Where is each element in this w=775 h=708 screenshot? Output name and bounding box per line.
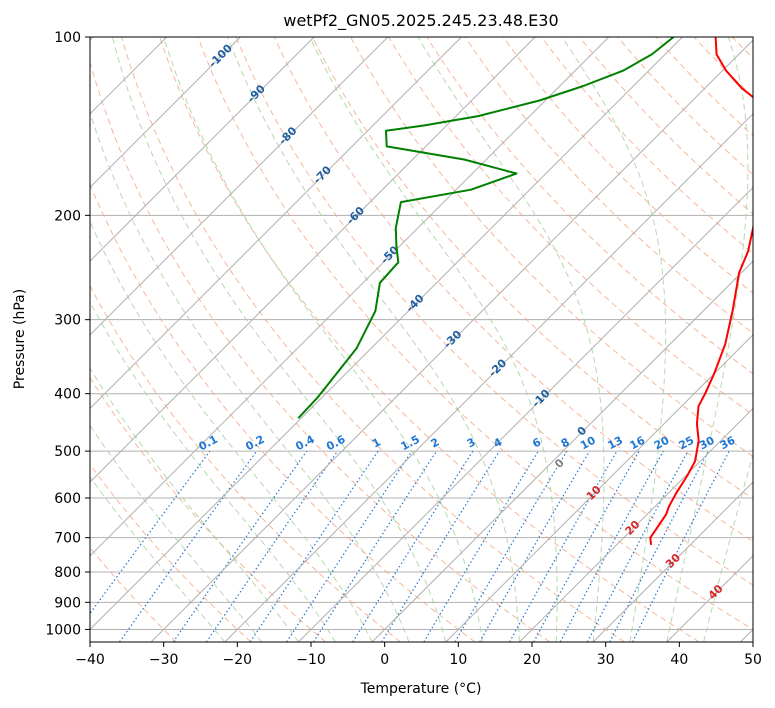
isotherm-line (90, 37, 315, 262)
isotherm-line (592, 481, 753, 642)
mixing-ratio-label: 20 (652, 434, 672, 453)
x-tick-label: −10 (296, 652, 326, 668)
dry-adiabat-line (121, 37, 625, 642)
y-tick-label: 100 (54, 30, 81, 46)
isotherm-line (90, 37, 536, 483)
x-tick-label: −20 (223, 652, 253, 668)
mixing-ratio-label: 10 (578, 434, 598, 453)
y-tick-label: 600 (54, 491, 81, 507)
dewpoint-profile-line (297, 37, 675, 419)
dry-adiabat-line (90, 463, 252, 642)
mixing-ratio-line (559, 450, 664, 642)
x-tick-label: −30 (149, 652, 179, 668)
y-tick-label: 900 (54, 595, 81, 611)
dry-adiabat-line (235, 37, 753, 586)
isotherm-line (519, 407, 753, 642)
mixing-ratio-label: 16 (628, 434, 648, 453)
mixing-ratio-line (533, 450, 640, 642)
moist-adiabat-line (417, 37, 605, 642)
y-tick-label: 1000 (45, 622, 81, 638)
x-tick-label: 10 (449, 652, 467, 668)
y-tick-label: 400 (54, 387, 81, 403)
y-axis-ticks: 100 200 300 400 500 600 700 800 900 1000 (45, 30, 90, 638)
isotherm-line (90, 37, 462, 410)
isotherm-line (90, 37, 610, 557)
dry-adiabat-line (159, 37, 700, 642)
mixing-ratio-line (249, 450, 379, 642)
dry-adiabats (90, 37, 753, 642)
x-axis-ticks: −40 −30 −20 −10 0 10 20 30 40 50 (75, 642, 762, 668)
y-tick-label: 800 (54, 565, 81, 581)
x-tick-label: 20 (523, 652, 541, 668)
moist-adiabat-line (90, 111, 410, 642)
moist-adiabat-line (309, 37, 558, 642)
moist-adiabat-line (112, 37, 447, 642)
isotherm-line (90, 37, 241, 189)
mixing-ratio-line (632, 450, 730, 642)
mixing-ratio-line (90, 450, 211, 615)
isotherm-line (445, 334, 753, 642)
isotherm-line (150, 39, 753, 642)
x-axis-label: Temperature (°C) (360, 681, 482, 697)
dry-adiabat-line (90, 376, 327, 642)
mixing-ratio-line (205, 450, 338, 642)
isotherm-line (298, 186, 753, 642)
isotherm-line (224, 113, 753, 642)
temperature-profile-line (649, 37, 753, 546)
mixing-ratio-line (509, 450, 618, 642)
dry-adiabat-line (90, 60, 551, 642)
y-axis-label: Pressure (hPa) (12, 289, 28, 389)
moist-adiabat-line (90, 301, 336, 642)
chart-title: wetPf2_GN05.2025.245.23.48.E30 (283, 11, 558, 31)
x-tick-label: 0 (380, 652, 389, 668)
mixing-ratio-line (312, 450, 438, 642)
mixing-ratio-label: 30 (697, 434, 717, 453)
y-tick-label: 300 (54, 313, 81, 329)
dry-adiabat-line (311, 37, 753, 500)
x-tick-label: 50 (744, 652, 762, 668)
isotherm-line (90, 37, 389, 336)
profile-series (297, 37, 753, 546)
mixing-ratio-label: 25 (677, 434, 697, 453)
moist-adiabat-line (90, 367, 299, 642)
pressure-grid (90, 37, 753, 630)
mixing-ratio-line (119, 450, 258, 642)
x-tick-label: 30 (597, 652, 615, 668)
moist-adiabat-line (163, 37, 484, 642)
plot-frame (89, 36, 754, 643)
moist-adiabat-line (90, 476, 226, 642)
dry-adiabat-line (197, 37, 753, 630)
x-tick-label: −40 (75, 652, 105, 668)
mixing-ratio-line (172, 450, 308, 642)
dry-adiabat-line (273, 37, 753, 543)
isotherm-line (371, 260, 753, 642)
moist-adiabat-line (90, 424, 262, 642)
y-tick-label: 700 (54, 531, 81, 547)
mixing-ratio-line (352, 450, 474, 642)
isotherms (90, 37, 753, 642)
moist-adiabat-line (703, 452, 753, 642)
moist-adiabat-line (561, 37, 667, 642)
mixing-ratio-label: 36 (718, 433, 738, 452)
y-tick-label: 500 (54, 444, 81, 460)
mixing-ratio-label: 13 (605, 434, 625, 453)
moist-adiabat-line (90, 220, 373, 642)
y-tick-label: 200 (54, 208, 81, 224)
moist-adiabat-line (666, 37, 749, 642)
mixing-ratio-lines (90, 450, 730, 642)
mixing-ratio-line (381, 450, 501, 642)
moist-adiabat-line (227, 37, 520, 642)
moist-adiabats (90, 37, 753, 642)
mixing-ratio-line (286, 450, 413, 642)
isotherm-line (90, 37, 683, 631)
x-tick-label: 40 (670, 652, 688, 668)
